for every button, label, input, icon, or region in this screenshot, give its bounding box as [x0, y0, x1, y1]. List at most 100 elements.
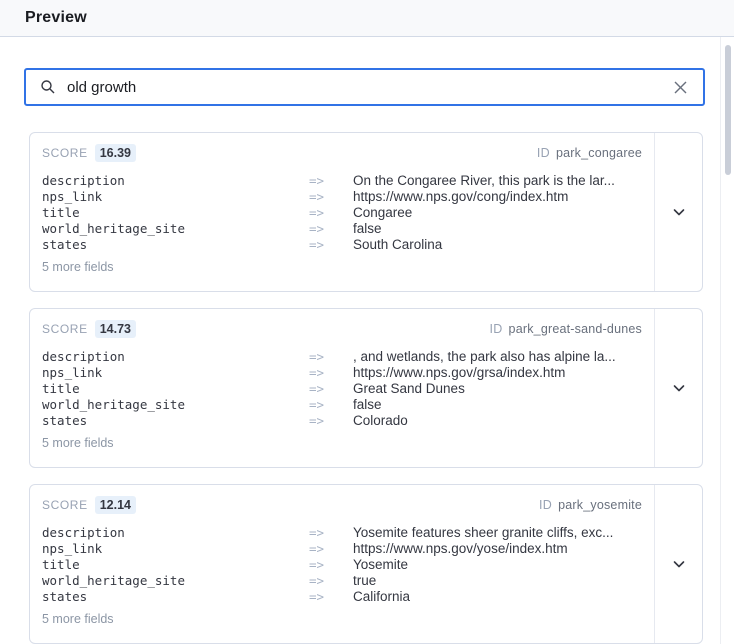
field-row: world_heritage_site => true	[42, 573, 642, 589]
field-arrow: =>	[309, 221, 325, 236]
clear-search-button[interactable]	[670, 77, 690, 97]
field-name: nps_link	[42, 541, 103, 556]
search-icon	[40, 79, 56, 95]
field-value: Yosemite features sheer granite cliffs, …	[353, 525, 614, 540]
score-badge: 16.39	[94, 144, 136, 162]
field-arrow: =>	[309, 557, 325, 572]
field-row: nps_link => https://www.nps.gov/cong/ind…	[42, 189, 642, 205]
score-label: SCORE	[42, 146, 88, 160]
field-value: , and wetlands, the park also has alpine…	[353, 349, 616, 364]
field-row: nps_link => https://www.nps.gov/yose/ind…	[42, 541, 642, 557]
field-name: nps_link	[42, 189, 103, 204]
more-fields-note: 5 more fields	[42, 260, 114, 274]
field-name: title	[42, 381, 80, 396]
score-badge: 14.73	[94, 320, 136, 338]
score-group: SCORE 14.73	[42, 320, 136, 338]
field-value: On the Congaree River, this park is the …	[353, 173, 615, 188]
more-fields-note: 5 more fields	[42, 612, 114, 626]
field-name: world_heritage_site	[42, 573, 185, 588]
field-name: states	[42, 237, 88, 252]
field-row: states => South Carolina	[42, 237, 642, 253]
field-value: Yosemite	[353, 557, 409, 572]
field-value: Colorado	[353, 413, 408, 428]
field-name: title	[42, 205, 80, 220]
search-input[interactable]	[67, 78, 670, 96]
result-card-header: SCORE 14.73 ID park_great-sand-dunes	[42, 319, 642, 339]
score-group: SCORE 12.14	[42, 496, 136, 514]
field-value: South Carolina	[353, 237, 443, 252]
chevron-down-icon	[673, 209, 684, 216]
field-name: states	[42, 413, 88, 428]
field-arrow: =>	[309, 189, 325, 204]
scrollbar[interactable]	[720, 37, 734, 644]
field-value: Congaree	[353, 205, 413, 220]
field-value: https://www.nps.gov/cong/index.htm	[353, 189, 569, 204]
field-value: true	[353, 573, 377, 588]
page-title: Preview	[25, 9, 87, 26]
expand-column	[654, 133, 702, 291]
document-id-group: ID park_yosemite	[539, 498, 642, 512]
field-arrow: =>	[309, 349, 325, 364]
id-value: park_congaree	[556, 146, 642, 160]
expand-result-button[interactable]	[663, 372, 695, 404]
expand-column	[654, 485, 702, 643]
score-label: SCORE	[42, 322, 88, 336]
field-list: description => On the Congaree River, th…	[42, 173, 642, 253]
field-name: description	[42, 525, 125, 540]
field-value: false	[353, 221, 382, 236]
field-row: title => Congaree	[42, 205, 642, 221]
expand-result-button[interactable]	[663, 548, 695, 580]
document-id-group: ID park_great-sand-dunes	[489, 322, 642, 336]
id-label: ID	[536, 146, 550, 160]
expand-result-button[interactable]	[663, 196, 695, 228]
result-card: SCORE 12.14 ID park_yosemite description…	[29, 484, 703, 644]
field-row: description => Yosemite features sheer g…	[42, 525, 642, 541]
scrollbar-thumb[interactable]	[725, 45, 731, 175]
field-arrow: =>	[309, 365, 325, 380]
field-arrow: =>	[309, 589, 325, 604]
field-row: world_heritage_site => false	[42, 397, 642, 413]
id-value: park_great-sand-dunes	[508, 322, 642, 336]
result-card-content: SCORE 12.14 ID park_yosemite description…	[30, 485, 654, 643]
more-fields-note: 5 more fields	[42, 436, 114, 450]
field-name: nps_link	[42, 365, 103, 380]
field-arrow: =>	[309, 381, 325, 396]
field-arrow: =>	[309, 173, 325, 188]
search-box[interactable]	[24, 68, 705, 106]
field-name: world_heritage_site	[42, 221, 185, 236]
expand-column	[654, 309, 702, 467]
field-list: description => , and wetlands, the park …	[42, 349, 642, 429]
field-row: states => Colorado	[42, 413, 642, 429]
score-badge: 12.14	[94, 496, 136, 514]
field-value: false	[353, 397, 382, 412]
result-card-header: SCORE 16.39 ID park_congaree	[42, 143, 642, 163]
result-card-content: SCORE 16.39 ID park_congaree description…	[30, 133, 654, 291]
score-group: SCORE 16.39	[42, 144, 136, 162]
field-value: Great Sand Dunes	[353, 381, 465, 396]
field-arrow: =>	[309, 237, 325, 252]
result-card-header: SCORE 12.14 ID park_yosemite	[42, 495, 642, 515]
field-name: world_heritage_site	[42, 397, 185, 412]
field-row: title => Great Sand Dunes	[42, 381, 642, 397]
field-row: description => On the Congaree River, th…	[42, 173, 642, 189]
field-row: states => California	[42, 589, 642, 605]
chevron-down-icon	[673, 561, 684, 568]
search-bar	[24, 68, 705, 106]
field-arrow: =>	[309, 413, 325, 428]
document-id-group: ID park_congaree	[537, 146, 642, 160]
field-value: https://www.nps.gov/grsa/index.htm	[353, 365, 566, 380]
chevron-down-icon	[673, 385, 684, 392]
results-list: SCORE 16.39 ID park_congaree description…	[29, 132, 703, 644]
field-row: nps_link => https://www.nps.gov/grsa/ind…	[42, 365, 642, 381]
field-name: description	[42, 173, 125, 188]
field-arrow: =>	[309, 541, 325, 556]
field-value: https://www.nps.gov/yose/index.htm	[353, 541, 568, 556]
field-name: title	[42, 557, 80, 572]
result-card: SCORE 14.73 ID park_great-sand-dunes des…	[29, 308, 703, 468]
field-value: California	[353, 589, 411, 604]
result-card: SCORE 16.39 ID park_congaree description…	[29, 132, 703, 292]
field-arrow: =>	[309, 397, 325, 412]
field-name: states	[42, 589, 88, 604]
field-row: title => Yosemite	[42, 557, 642, 573]
id-label: ID	[489, 322, 503, 336]
